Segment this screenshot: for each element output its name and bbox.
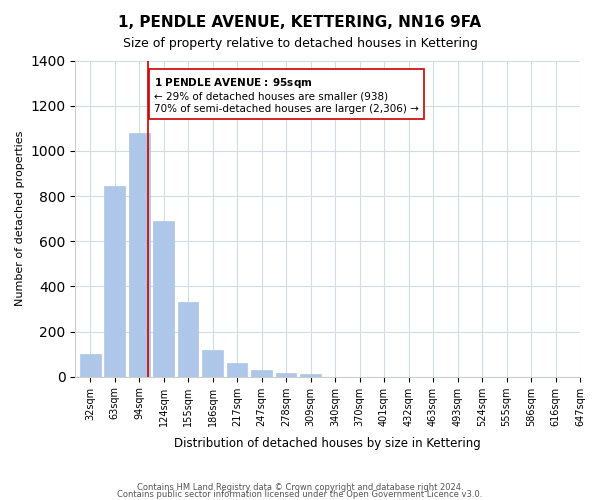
- Text: $\bf{1\ PENDLE\ AVENUE:\ 95sqm}$
← 29% of detached houses are smaller (938)
70% : $\bf{1\ PENDLE\ AVENUE:\ 95sqm}$ ← 29% o…: [154, 76, 419, 114]
- Bar: [153, 221, 174, 376]
- Text: Contains public sector information licensed under the Open Government Licence v3: Contains public sector information licen…: [118, 490, 482, 499]
- Bar: [202, 350, 223, 376]
- Bar: [251, 370, 272, 376]
- Bar: [178, 302, 199, 376]
- X-axis label: Distribution of detached houses by size in Kettering: Distribution of detached houses by size …: [175, 437, 481, 450]
- Bar: [104, 186, 125, 376]
- Text: Size of property relative to detached houses in Kettering: Size of property relative to detached ho…: [122, 38, 478, 51]
- Bar: [300, 374, 321, 376]
- Bar: [80, 354, 101, 376]
- Text: 1, PENDLE AVENUE, KETTERING, NN16 9FA: 1, PENDLE AVENUE, KETTERING, NN16 9FA: [118, 15, 482, 30]
- Text: Contains HM Land Registry data © Crown copyright and database right 2024.: Contains HM Land Registry data © Crown c…: [137, 484, 463, 492]
- Y-axis label: Number of detached properties: Number of detached properties: [15, 131, 25, 306]
- Bar: [275, 374, 296, 376]
- Bar: [128, 133, 149, 376]
- Bar: [227, 363, 247, 376]
